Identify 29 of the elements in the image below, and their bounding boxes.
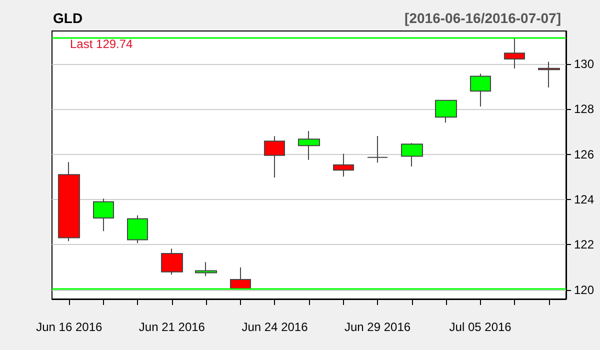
candlestick: [333, 153, 354, 178]
candlestick: [58, 162, 80, 242]
x-tick-label: Jun 29 2016: [344, 320, 411, 334]
y-tick-label: 120: [574, 282, 594, 297]
x-tick-label: Jul 05 2016: [449, 320, 512, 334]
candlestick: [470, 73, 491, 108]
candlestick: [367, 135, 388, 164]
candlestick: [230, 266, 251, 290]
y-tick-label: 130: [574, 56, 594, 71]
candlestick: [504, 38, 525, 70]
candlestick: [127, 214, 148, 244]
annotation: Last 129.74: [70, 37, 134, 51]
y-tick-label: 122: [574, 238, 594, 252]
chart-title: GLD: [53, 10, 83, 26]
candlestick: [161, 248, 183, 276]
x-tick-label: Jun 21 2016: [138, 320, 206, 334]
y-tick-label: 128: [574, 102, 594, 116]
x-tick-label: Jun 24 2016: [242, 320, 308, 334]
chart-subtitle: [2016-06-16/2016-07-07]: [404, 10, 562, 26]
candlestick: [298, 130, 320, 160]
candlestick: [93, 198, 114, 232]
candlestick: [264, 136, 285, 178]
candlestick: [195, 262, 217, 277]
candlestick: [401, 142, 423, 167]
candlestick: [538, 61, 560, 88]
y-tick-label: 124: [574, 192, 594, 206]
candlestick: [435, 100, 457, 124]
x-tick-label: Jun 16 2016: [36, 320, 102, 334]
y-tick-label: 126: [574, 147, 594, 162]
